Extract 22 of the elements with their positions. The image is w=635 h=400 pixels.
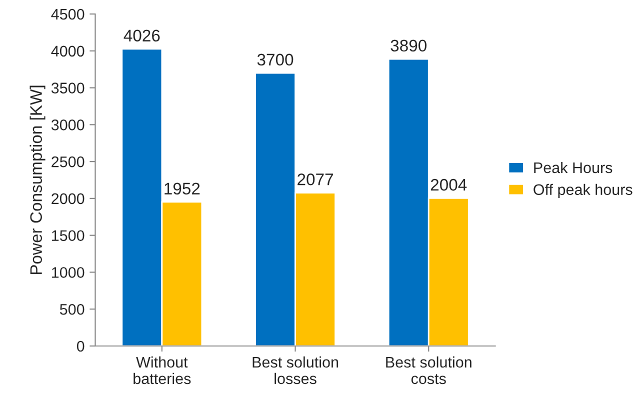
data-label: 1952 xyxy=(164,182,200,195)
data-label: 3890 xyxy=(390,40,427,52)
y-tick-label: 500 xyxy=(60,304,84,315)
y-tick-label: 0 xyxy=(76,340,84,352)
x-tick-label: Without batteries xyxy=(134,356,191,384)
y-tick-label: 3000 xyxy=(51,120,84,130)
data-label: 2077 xyxy=(298,174,333,186)
legend-label: Peak Hours xyxy=(534,162,612,174)
data-label: 2004 xyxy=(430,178,467,191)
y-tick-label: 4500 xyxy=(51,8,84,20)
y-tick-label: 2000 xyxy=(52,193,84,204)
y-tick-label: 3500 xyxy=(51,82,84,94)
x-tick-label: Best solution losses xyxy=(252,356,338,384)
y-tick-label: 1500 xyxy=(52,230,84,242)
legend-label: Off peak hours xyxy=(534,184,632,198)
data-label: 3700 xyxy=(257,54,294,66)
y-tick-label: 2500 xyxy=(52,156,84,168)
y-tick-label: 4000 xyxy=(51,46,84,57)
x-tick-label: Best solution costs xyxy=(386,356,472,384)
y-tick-label: 1000 xyxy=(52,267,84,278)
y-axis-title: Power Consumption [KW] xyxy=(30,86,46,274)
data-label: 4026 xyxy=(124,30,160,42)
